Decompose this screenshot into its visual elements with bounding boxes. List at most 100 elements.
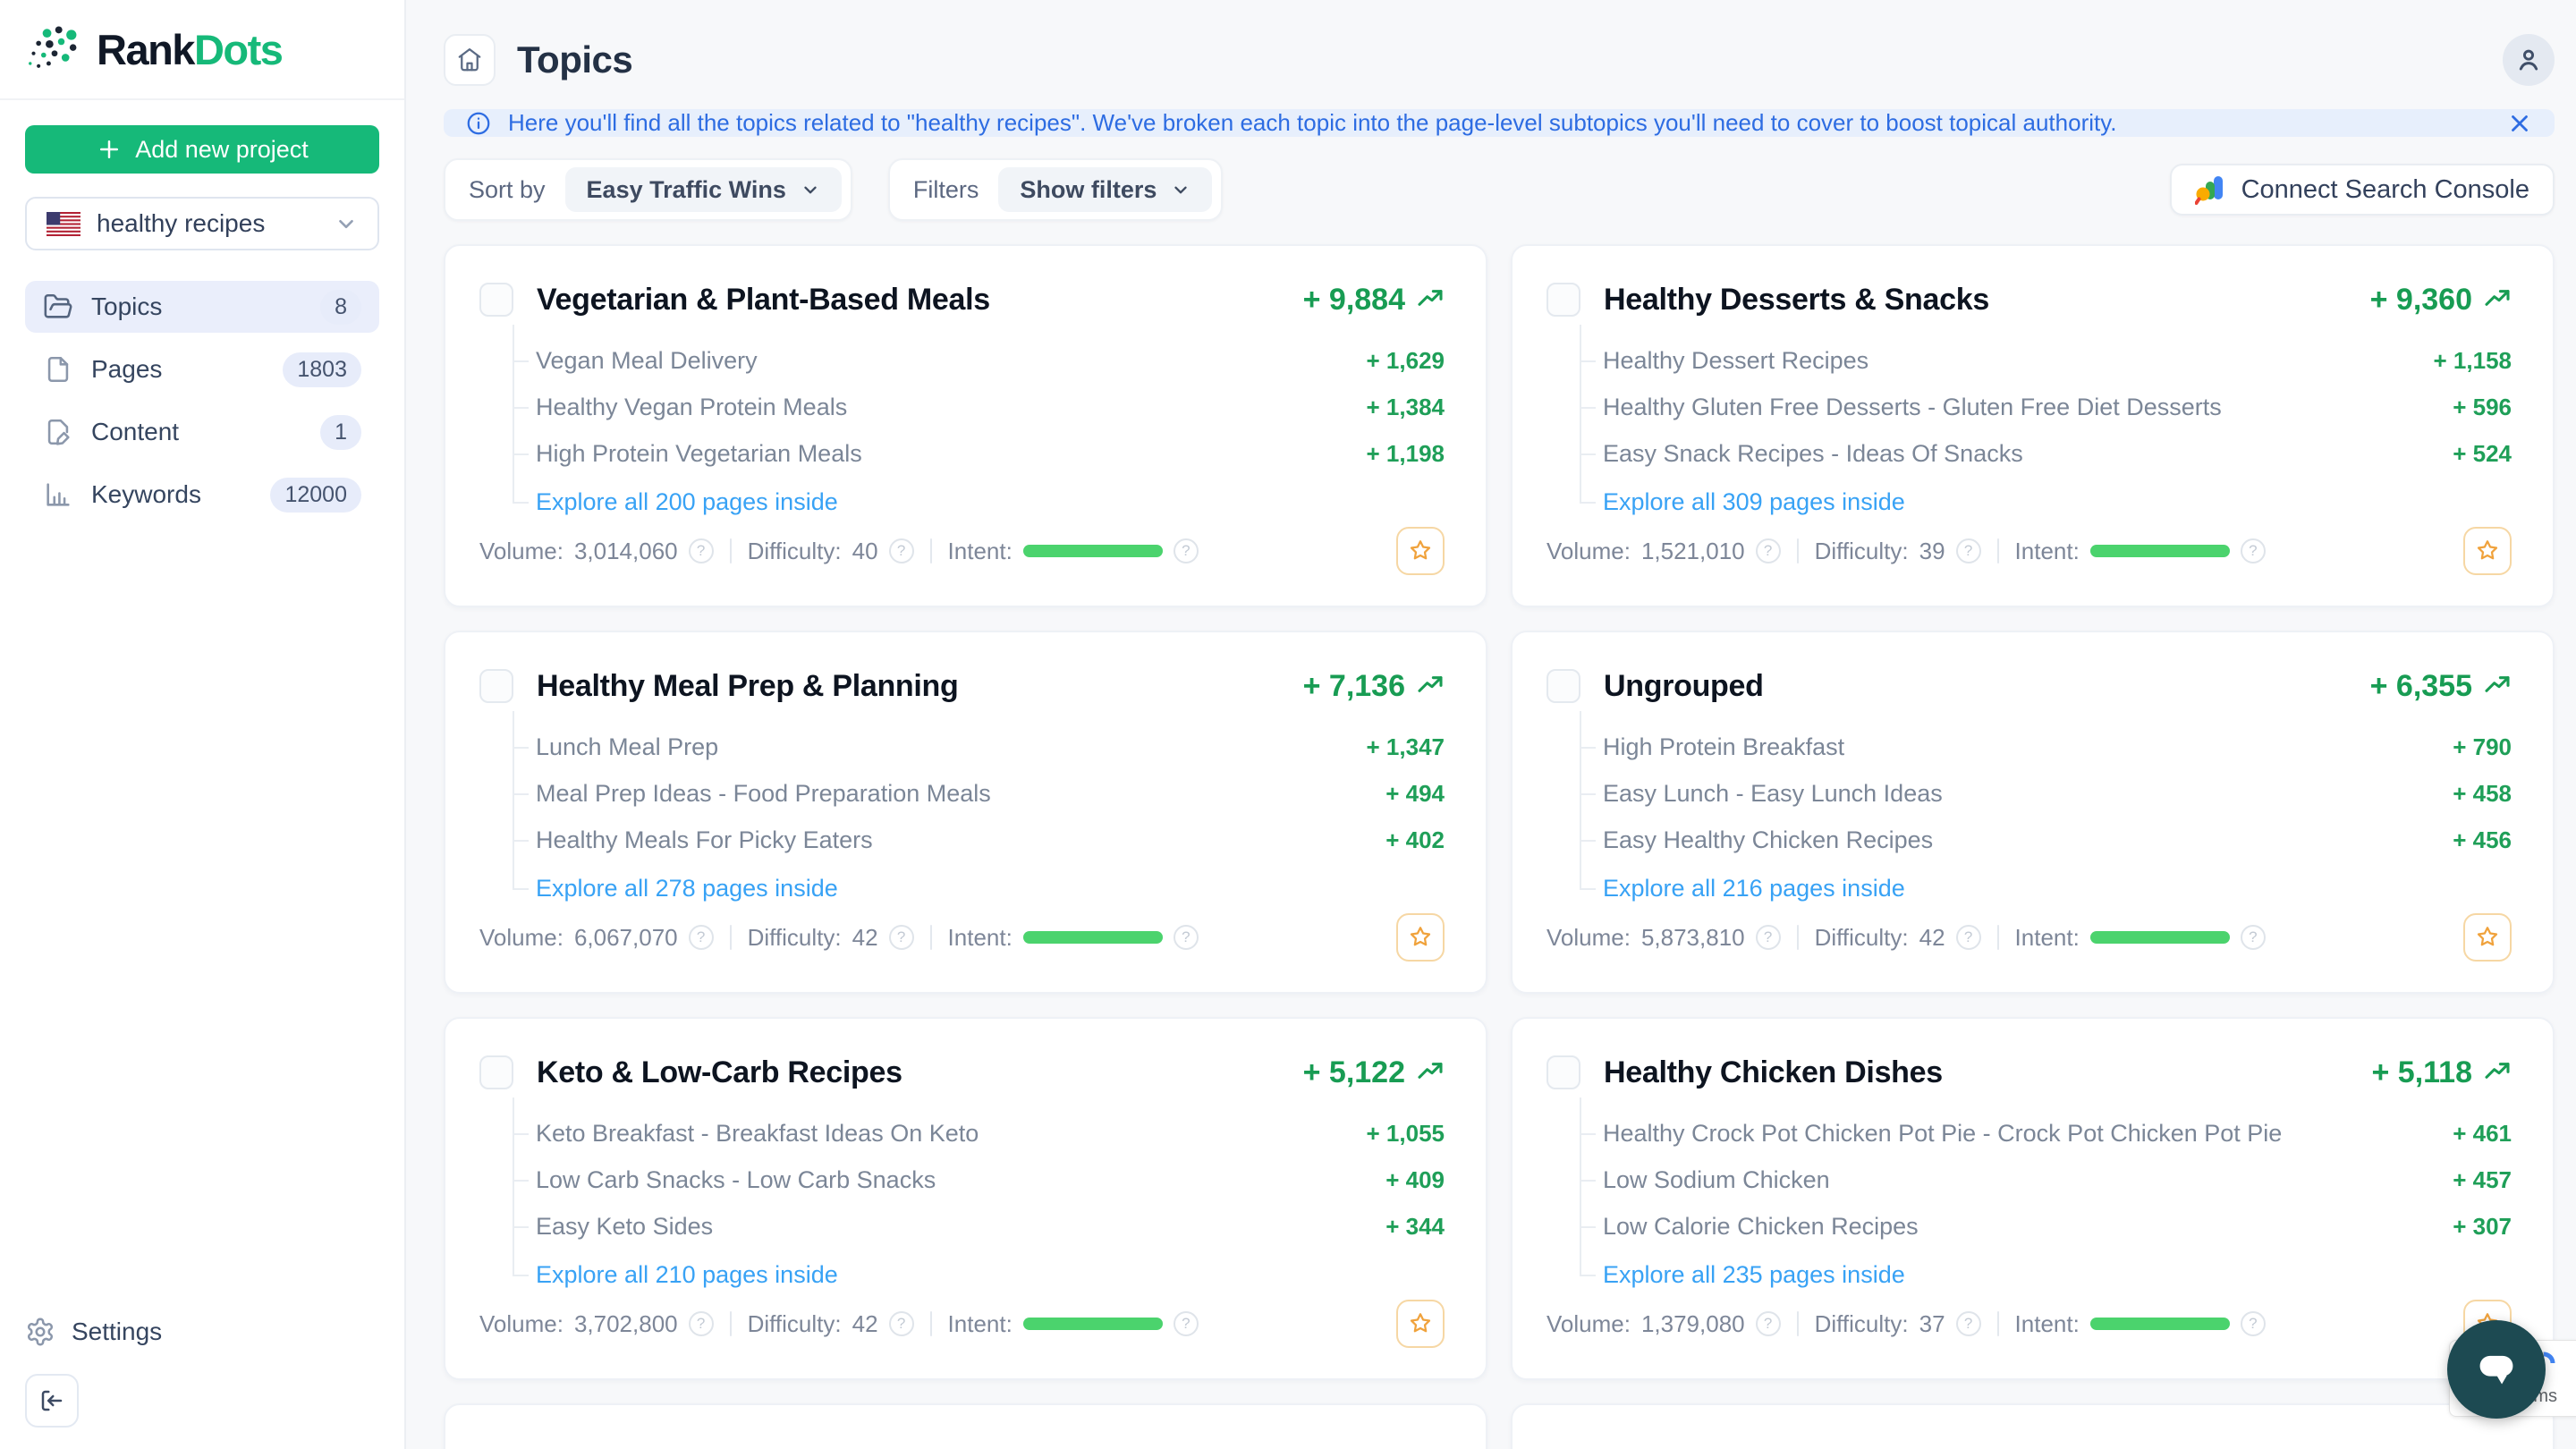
subtopic-row: Meal Prep Ideas - Food Preparation Meals…: [513, 770, 1445, 817]
explore-pages-link[interactable]: Explore all 309 pages inside: [1603, 487, 1905, 515]
settings-label: Settings: [72, 1318, 163, 1345]
subtopic-gain: + 524: [2453, 439, 2512, 467]
chat-bubble-icon: [2479, 1355, 2513, 1385]
topic-checkbox[interactable]: [479, 669, 513, 703]
connect-search-console-button[interactable]: Connect Search Console: [2169, 164, 2555, 216]
project-selector[interactable]: healthy recipes: [25, 197, 379, 250]
help-icon[interactable]: ?: [1173, 538, 1199, 564]
subtopic-row: Easy Lunch - Easy Lunch Ideas + 458: [1580, 770, 2512, 817]
difficulty-label: Difficulty:: [747, 1309, 842, 1337]
divider: [929, 925, 932, 950]
intent-bar: [2089, 1318, 2230, 1330]
add-new-project-button[interactable]: Add new project: [25, 125, 379, 174]
help-icon[interactable]: ?: [688, 1311, 714, 1336]
help-icon[interactable]: ?: [888, 538, 914, 564]
help-icon[interactable]: ?: [1955, 1311, 1981, 1336]
subtopic-tree: High Protein Breakfast + 790 Easy Lunch …: [1580, 711, 2512, 913]
subtopic-gain: + 790: [2453, 733, 2512, 760]
subtopic-tree: Healthy Dessert Recipes + 1,158 Healthy …: [1580, 325, 2512, 527]
sidebar-item-topics[interactable]: Topics 8: [25, 281, 379, 333]
subtopic-row: Low Sodium Chicken + 457: [1580, 1157, 2512, 1203]
topic-card-footer: Volume: 1,379,080 ? Difficulty: 37 ? Int…: [1546, 1300, 2512, 1348]
intent-stat: Intent: ?: [2015, 538, 2266, 565]
banner-text: Here you'll find all the topics related …: [508, 109, 2117, 136]
subtopic-gain: + 307: [2453, 1212, 2512, 1240]
help-icon[interactable]: ?: [1955, 538, 1981, 564]
help-icon[interactable]: ?: [888, 925, 914, 950]
favorite-star-button[interactable]: [2463, 913, 2512, 962]
explore-pages-link[interactable]: Explore all 200 pages inside: [536, 487, 838, 515]
help-icon[interactable]: ?: [2240, 925, 2266, 950]
folder-open-icon: [44, 293, 72, 318]
help-icon[interactable]: ?: [1955, 925, 1981, 950]
subtopic-label: Healthy Vegan Protein Meals: [536, 393, 848, 420]
home-button[interactable]: [444, 34, 496, 86]
sidebar-item-label: Topics: [91, 292, 163, 320]
close-icon[interactable]: [2506, 110, 2533, 137]
topic-checkbox[interactable]: [1546, 1055, 1580, 1089]
settings-button[interactable]: Settings: [25, 1317, 379, 1347]
star-icon: [1410, 540, 1431, 560]
subtopic-row: Easy Snack Recipes - Ideas Of Snacks + 5…: [1580, 430, 2512, 477]
explore-pages-link[interactable]: Explore all 210 pages inside: [536, 1260, 838, 1288]
intent-label: Intent:: [2014, 537, 2080, 564]
explore-row: Explore all 278 pages inside: [513, 863, 1445, 913]
page-title: Topics: [517, 38, 633, 80]
difficulty-value: 42: [852, 1309, 878, 1337]
help-icon[interactable]: ?: [688, 538, 714, 564]
help-icon[interactable]: ?: [1755, 925, 1781, 950]
sidebar-item-pages[interactable]: Pages 1803: [25, 343, 379, 395]
subtopic-label: Healthy Meals For Picky Eaters: [536, 826, 873, 853]
subtopic-row: Keto Breakfast - Breakfast Ideas On Keto…: [513, 1110, 1445, 1157]
topic-checkbox[interactable]: [1546, 669, 1580, 703]
count-badge: 8: [320, 289, 361, 325]
explore-pages-link[interactable]: Explore all 216 pages inside: [1603, 874, 1905, 902]
topic-checkbox[interactable]: [479, 283, 513, 317]
subtopic-gain: + 1,198: [1366, 439, 1445, 467]
favorite-star-button[interactable]: [1396, 1300, 1445, 1348]
help-icon[interactable]: ?: [2240, 1311, 2266, 1336]
subtopic-row: Healthy Meals For Picky Eaters + 402: [513, 817, 1445, 863]
favorite-star-button[interactable]: [2463, 527, 2512, 575]
intent-stat: Intent: ?: [948, 538, 1199, 565]
favorite-star-button[interactable]: [1396, 527, 1445, 575]
help-icon[interactable]: ?: [2240, 538, 2266, 564]
explore-pages-link[interactable]: Explore all 235 pages inside: [1603, 1260, 1905, 1288]
filters-dropdown[interactable]: Show filters: [998, 167, 1213, 212]
help-icon[interactable]: ?: [1173, 1311, 1199, 1336]
favorite-star-button[interactable]: [1396, 913, 1445, 962]
info-icon: [467, 112, 490, 134]
help-icon[interactable]: ?: [1173, 925, 1199, 950]
sort-dropdown[interactable]: Easy Traffic Wins: [564, 167, 842, 212]
difficulty-label: Difficulty:: [1814, 537, 1909, 564]
subtopic-row: High Protein Vegetarian Meals + 1,198: [513, 430, 1445, 477]
chat-widget-button[interactable]: [2447, 1320, 2546, 1419]
star-icon: [2477, 927, 2498, 946]
help-icon[interactable]: ?: [888, 1311, 914, 1336]
volume-stat: Volume: 3,702,800 ?: [479, 1310, 714, 1338]
star-icon: [1410, 927, 1431, 946]
subtopic-label: Lunch Meal Prep: [536, 733, 719, 760]
topic-checkbox[interactable]: [1546, 283, 1580, 317]
help-icon[interactable]: ?: [1755, 538, 1781, 564]
topic-card: Keto & Low-Carb Recipes + 5,122 Keto Bre…: [444, 1017, 1487, 1380]
help-icon[interactable]: ?: [1755, 1311, 1781, 1336]
volume-stat: Volume: 3,014,060 ?: [479, 538, 714, 565]
difficulty-value: 42: [1919, 923, 1945, 951]
sidebar-item-content[interactable]: Content 1: [25, 406, 379, 458]
user-avatar[interactable]: [2503, 34, 2555, 86]
subtopic-label: Low Sodium Chicken: [1603, 1165, 1830, 1193]
logo: RankDots: [0, 0, 404, 100]
collapse-sidebar-button[interactable]: [25, 1374, 79, 1428]
sidebar-item-keywords[interactable]: Keywords 12000: [25, 469, 379, 521]
explore-pages-link[interactable]: Explore all 278 pages inside: [536, 874, 838, 902]
topic-card-footer: Volume: 1,521,010 ? Difficulty: 39 ? Int…: [1546, 527, 2512, 575]
subtopic-gain: + 1,055: [1366, 1119, 1445, 1147]
traffic-gain-value: + 9,360: [2369, 282, 2472, 317]
subtopic-label: Healthy Crock Pot Chicken Pot Pie - Croc…: [1603, 1119, 2283, 1147]
topic-checkbox[interactable]: [479, 1055, 513, 1089]
help-icon[interactable]: ?: [688, 925, 714, 950]
traffic-gain-value: + 5,118: [2371, 1055, 2472, 1089]
main-content: Topics Here you'll find all the topics r…: [406, 0, 2576, 1449]
trend-up-icon: [1418, 290, 1443, 306]
